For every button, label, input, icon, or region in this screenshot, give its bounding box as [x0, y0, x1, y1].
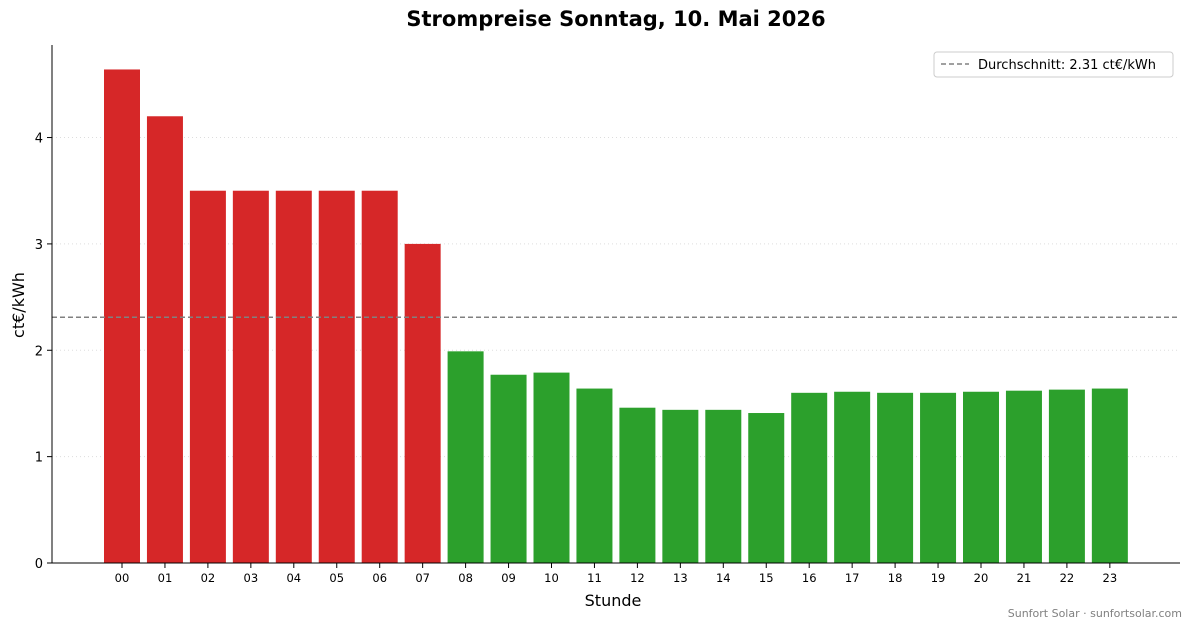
bar-hour-23 — [1091, 388, 1128, 563]
x-tick-label: 18 — [888, 571, 903, 585]
bar-hour-18 — [877, 392, 914, 563]
y-tick-label: 4 — [35, 132, 43, 147]
bar-hour-20 — [963, 391, 999, 563]
bar-hour-07 — [404, 243, 441, 563]
x-tick-label: 23 — [1103, 571, 1118, 585]
bar-hour-13 — [662, 409, 699, 563]
bar-hour-00 — [104, 69, 140, 564]
bar-hour-14 — [705, 409, 742, 563]
x-ticks: 00 01 02 03 04 05 06 07 08 09 10 11 12 13 14 15 16 17 18 19… — [115, 563, 1117, 585]
bar-hour-09 — [490, 374, 527, 563]
y-ticks: 0 1 2 3 4 — [35, 132, 52, 572]
x-tick-label: 06 — [372, 571, 387, 585]
bar-hour-02 — [189, 190, 226, 563]
bar-hour-19 — [920, 392, 957, 563]
x-tick-label: 03 — [244, 571, 259, 585]
bar-hour-06 — [361, 190, 398, 563]
bars — [104, 69, 1128, 564]
bar-hour-22 — [1048, 389, 1085, 563]
x-tick-label: 05 — [329, 571, 344, 585]
x-tick-label: 19 — [931, 571, 946, 585]
x-tick-label: 02 — [201, 571, 216, 585]
x-tick-label: 11 — [587, 571, 602, 585]
bar-hour-04 — [275, 190, 312, 563]
legend: Durchschnitt: 2.31 ct€/kWh — [933, 51, 1174, 78]
bar-hour-08 — [447, 351, 484, 563]
x-tick-label: 09 — [501, 571, 516, 585]
chart-title: Strompreise Sonntag, 10. Mai 2026 — [406, 7, 825, 31]
x-tick-label: 20 — [974, 571, 989, 585]
legend-box — [933, 51, 1174, 78]
bar-hour-05 — [318, 190, 355, 563]
x-tick-label: 08 — [458, 571, 473, 585]
legend-average-label: Durchschnitt: 2.31 ct€/kWh — [978, 58, 1156, 73]
bar-hour-16 — [791, 392, 828, 563]
x-tick-label: 15 — [759, 571, 774, 585]
axes — [51, 45, 1180, 564]
x-tick-label: 12 — [630, 571, 645, 585]
x-axis-label: Stunde — [585, 591, 642, 610]
bar-hour-15 — [748, 413, 785, 563]
x-tick-label: 17 — [845, 571, 860, 585]
bar-hour-21 — [1005, 390, 1042, 563]
footer-credit: Sunfort Solar · sunfortsolar.com — [1008, 607, 1182, 620]
y-tick-label: 3 — [35, 238, 43, 253]
x-tick-label: 00 — [115, 571, 130, 585]
bar-hour-17 — [834, 391, 871, 563]
bar-hour-10 — [533, 372, 570, 563]
bar-hour-01 — [146, 116, 183, 563]
y-tick-label: 0 — [35, 557, 43, 572]
x-tick-label: 22 — [1060, 571, 1075, 585]
x-tick-label: 14 — [716, 571, 731, 585]
y-tick-label: 1 — [35, 451, 43, 466]
x-tick-label: 10 — [544, 571, 559, 585]
x-tick-label: 01 — [158, 571, 173, 585]
x-tick-label: 16 — [802, 571, 817, 585]
x-tick-label: 07 — [415, 571, 430, 585]
bar-hour-03 — [232, 190, 269, 563]
x-tick-label: 13 — [673, 571, 688, 585]
bar-hour-11 — [576, 388, 613, 563]
x-tick-label: 04 — [286, 571, 301, 585]
x-tick-label: 21 — [1017, 571, 1032, 585]
y-tick-label: 2 — [35, 344, 43, 359]
y-axis-label: ct€/kWh — [9, 272, 28, 338]
bar-hour-12 — [619, 407, 656, 563]
